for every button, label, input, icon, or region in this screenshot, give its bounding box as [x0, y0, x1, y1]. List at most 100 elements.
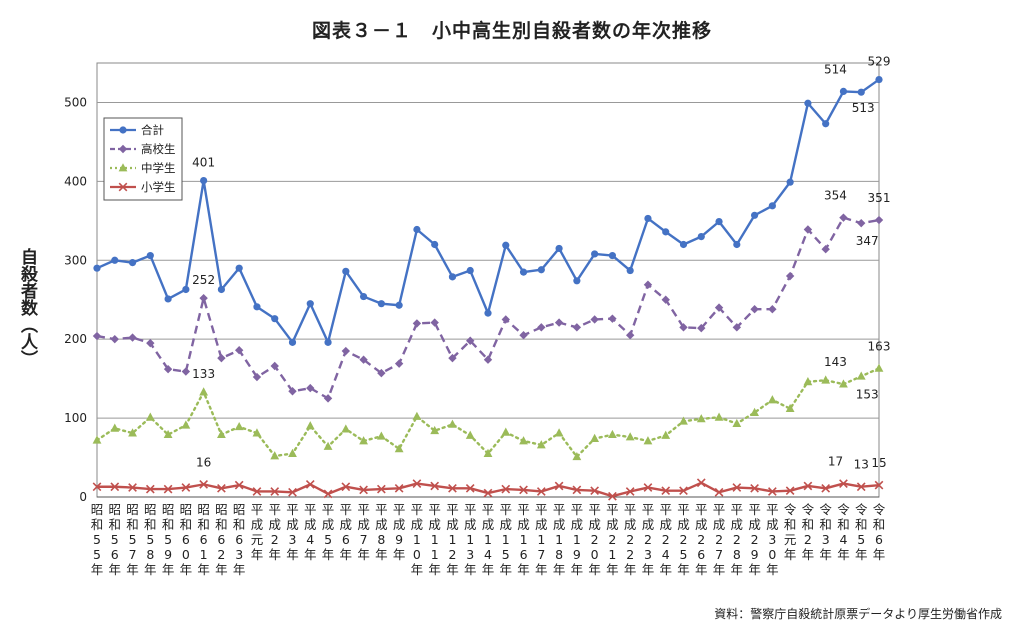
data-label: 15 [871, 456, 886, 470]
data-point [625, 331, 635, 340]
data-point [608, 429, 617, 439]
data-point [643, 280, 653, 289]
data-point [679, 416, 688, 425]
data-point [128, 428, 137, 437]
data-point [590, 433, 600, 443]
data-point [519, 485, 528, 495]
data-point [696, 478, 706, 488]
y-tick-label: 500 [64, 95, 87, 109]
data-point [874, 215, 884, 225]
data-point [483, 488, 493, 498]
x-tick-label: 昭和 5 5 年 [91, 502, 104, 577]
data-point [822, 120, 830, 128]
data-point [502, 241, 510, 249]
data-point [128, 483, 137, 492]
data-point [465, 483, 475, 493]
data-point [590, 315, 599, 324]
data-point [253, 303, 261, 311]
data-point [803, 225, 813, 234]
legend-label: 小学生 [141, 180, 176, 194]
data-point [466, 336, 475, 345]
data-point [181, 420, 191, 429]
data-point [767, 487, 777, 496]
data-point [750, 483, 759, 493]
data-point [413, 225, 421, 234]
y-tick-label: 200 [64, 332, 87, 346]
data-point [679, 240, 688, 249]
data-point [270, 451, 280, 460]
data-point [288, 487, 297, 497]
data-point [750, 407, 759, 416]
data-point [252, 372, 262, 382]
data-label: 16 [196, 455, 211, 469]
data-point [554, 481, 564, 491]
x-tick-label: 令和元年 [784, 502, 797, 562]
data-point [110, 482, 120, 492]
data-label: 133 [192, 367, 215, 381]
data-point [573, 277, 581, 285]
data-point [430, 318, 439, 327]
data-point [163, 429, 173, 439]
data-point [305, 480, 315, 489]
x-tick-label: 平成 2 1 年 [606, 502, 619, 577]
x-tick-label: 平成 8 年 [375, 502, 388, 562]
data-point [767, 395, 777, 404]
x-tick-label: 平成 3 年 [286, 502, 299, 562]
data-point [217, 353, 226, 363]
data-point [359, 436, 368, 445]
data-point [643, 483, 653, 492]
data-point [376, 484, 386, 494]
data-point [519, 436, 528, 445]
data-point [110, 334, 119, 344]
data-point [252, 487, 262, 496]
data-point [200, 176, 208, 185]
data-point [163, 364, 173, 374]
data-label: 153 [856, 387, 879, 401]
data-point [590, 486, 600, 496]
source-note: 資料：警察庁自殺統計原票データより厚生労働省作成 [714, 607, 1002, 621]
data-point [750, 304, 759, 314]
series-1 [92, 213, 884, 403]
data-point [128, 333, 137, 342]
legend-label: 合計 [141, 123, 164, 137]
data-point [839, 213, 848, 222]
data-point [430, 425, 440, 435]
data-point [554, 318, 564, 327]
y-axis-label: 自殺者数（人） [17, 248, 37, 367]
data-label: 529 [868, 55, 891, 69]
data-point [181, 367, 191, 376]
data-point [199, 387, 209, 396]
data-point [394, 444, 404, 453]
data-point [839, 87, 848, 96]
series-3 [92, 478, 884, 501]
data-point [448, 353, 457, 363]
data-point [661, 486, 671, 496]
data-point [803, 481, 813, 491]
x-tick-label: 昭和 6 1 年 [197, 502, 210, 577]
data-point [217, 429, 226, 439]
data-point [821, 375, 831, 384]
data-point [625, 487, 635, 496]
data-point [271, 315, 279, 323]
data-point [252, 428, 262, 437]
data-label: 252 [192, 273, 215, 287]
series-line [97, 481, 880, 498]
data-point [306, 300, 314, 308]
data-point [768, 202, 776, 210]
data-point [234, 421, 244, 431]
x-tick-label: 平成 1 9 年 [571, 502, 584, 577]
x-tick-label: 平成 1 6 年 [517, 502, 530, 577]
data-label: 351 [868, 191, 891, 205]
data-point [234, 480, 244, 490]
data-point [431, 240, 439, 249]
data-point [484, 309, 492, 317]
x-tick-label: 令和 4 年 [837, 502, 850, 562]
data-point [733, 240, 741, 249]
data-point [697, 233, 705, 241]
x-tick-label: 平成 1 5 年 [500, 502, 513, 577]
data-point [341, 424, 351, 433]
data-point [199, 293, 208, 303]
data-point [376, 431, 386, 440]
